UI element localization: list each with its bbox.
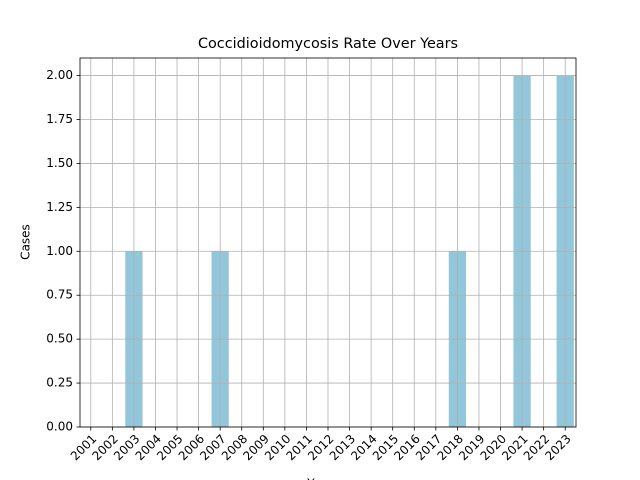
y-tick-label: 1.25 xyxy=(46,200,73,214)
x-axis-label: Year xyxy=(306,477,332,480)
y-tick-label: 1.00 xyxy=(46,244,73,258)
chart-title: Coccidioidomycosis Rate Over Years xyxy=(198,36,458,52)
y-tick-label: 0.25 xyxy=(46,376,73,390)
y-tick-label: 0.75 xyxy=(46,288,73,302)
y-tick-label: 1.75 xyxy=(46,112,73,126)
y-tick-label: 1.50 xyxy=(46,156,73,170)
y-tick-label: 0.00 xyxy=(46,420,73,434)
y-axis-label: Cases xyxy=(19,224,33,260)
y-tick-label: 2.00 xyxy=(46,68,73,82)
y-tick-label: 0.50 xyxy=(46,332,73,346)
plot-frame xyxy=(79,57,577,428)
